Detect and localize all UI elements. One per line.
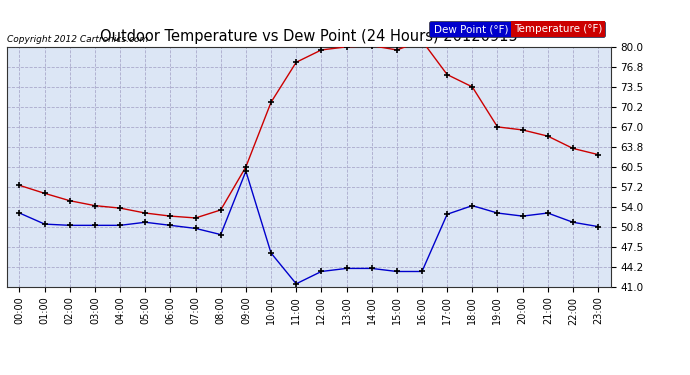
Title: Outdoor Temperature vs Dew Point (24 Hours) 20120915: Outdoor Temperature vs Dew Point (24 Hou… [100,29,518,44]
Text: Copyright 2012 Cartronics.com: Copyright 2012 Cartronics.com [7,36,148,45]
Legend: Dew Point (°F), Temperature (°F): Dew Point (°F), Temperature (°F) [429,21,605,37]
